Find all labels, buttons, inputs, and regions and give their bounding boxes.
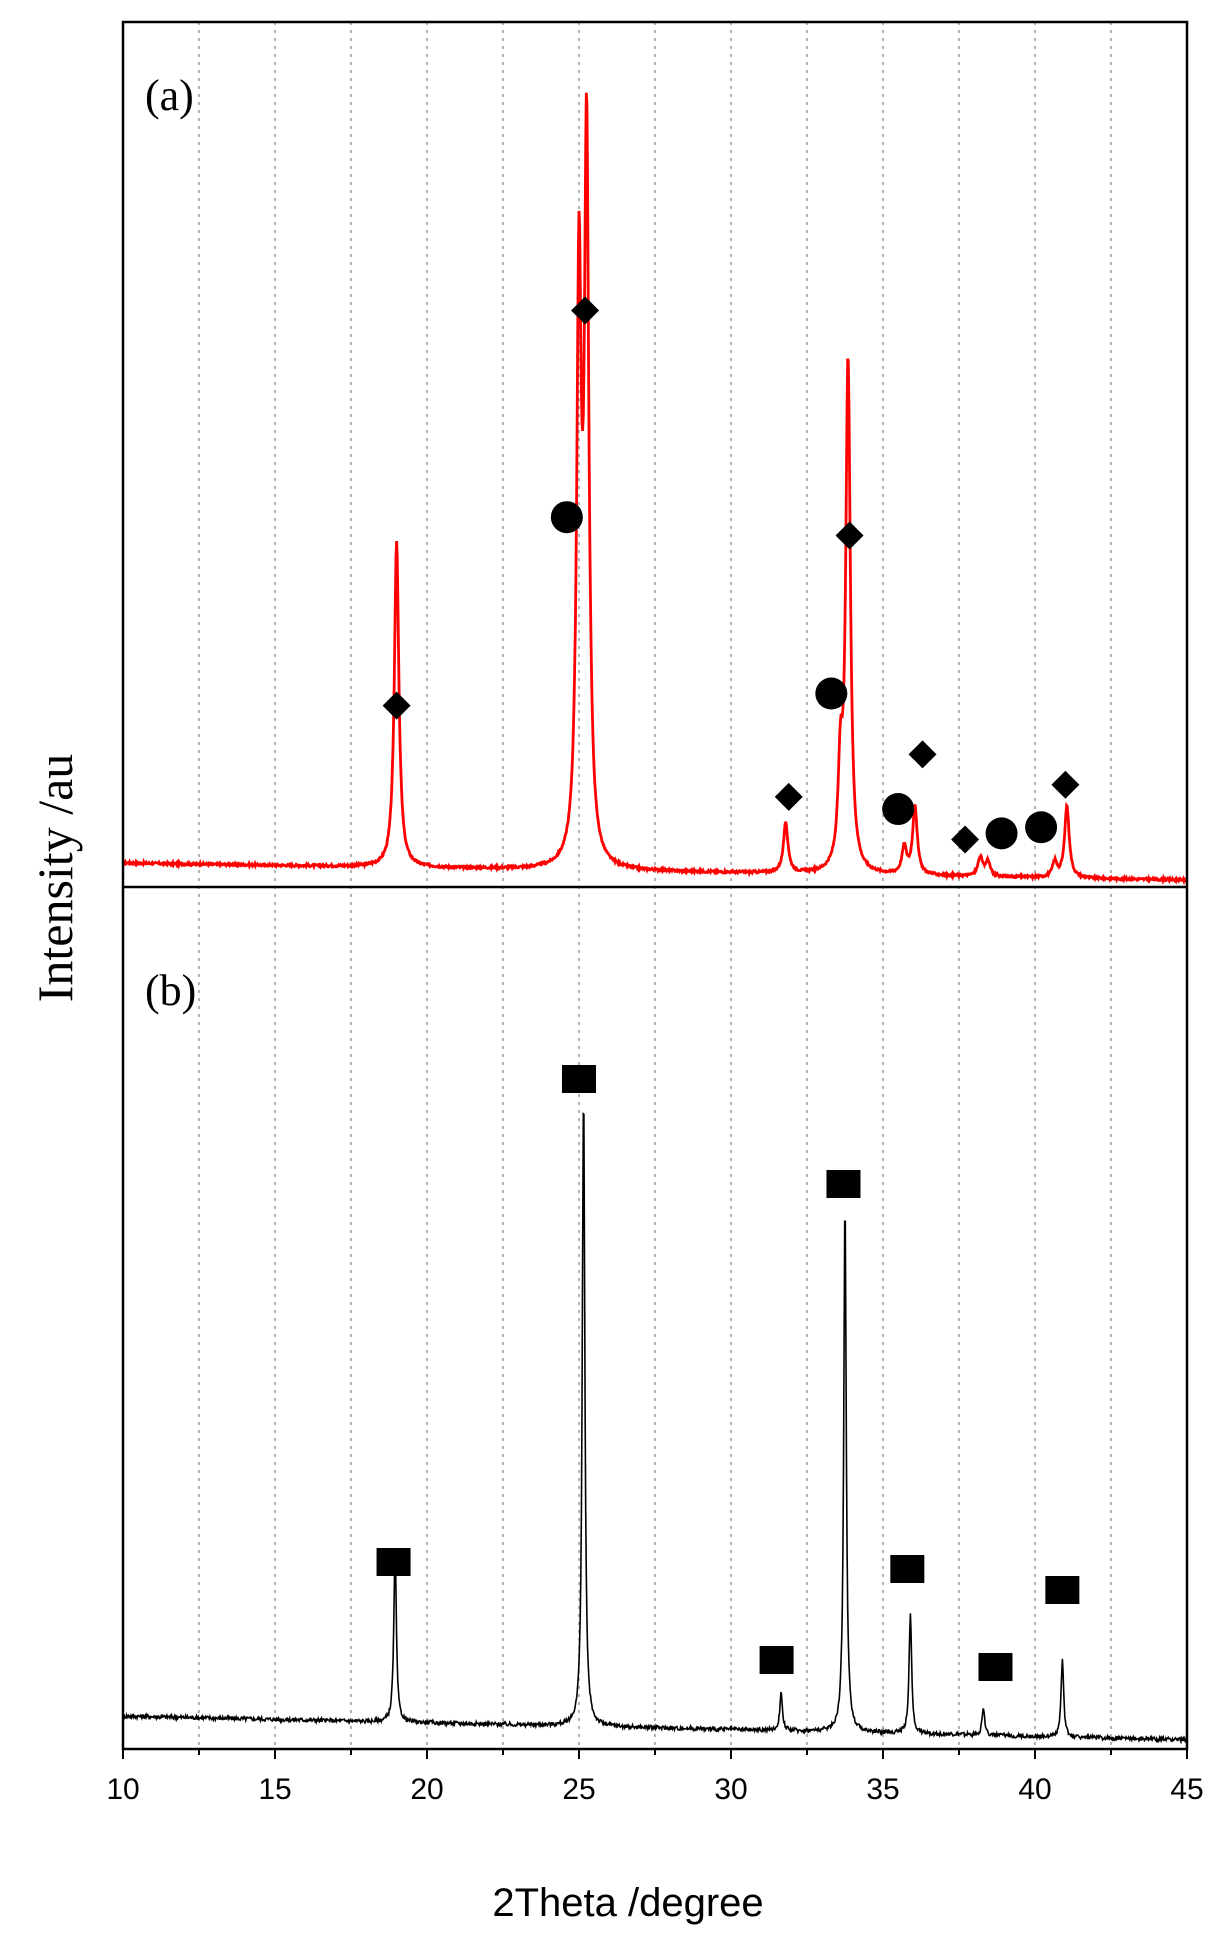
plot-frame bbox=[121, 20, 1189, 1751]
y-axis-title: Intensity /au bbox=[27, 754, 83, 1003]
phase-markers bbox=[376, 296, 1080, 1681]
vertical-grid bbox=[198, 22, 1112, 1749]
x-tick-label: 10 bbox=[106, 1773, 139, 1806]
x-tick-label: 45 bbox=[1170, 1773, 1203, 1806]
x-tick-label: 20 bbox=[410, 1773, 443, 1806]
square-marker bbox=[759, 1646, 794, 1674]
circle-marker bbox=[985, 817, 1018, 850]
circle-marker bbox=[550, 501, 583, 534]
x-axis-ticks: 10 15 20 25 30 35 40 45 bbox=[106, 1749, 1204, 1806]
panel-a-label: (a) bbox=[145, 71, 194, 120]
x-tick-label: 25 bbox=[562, 1773, 595, 1806]
spectrum-line-b bbox=[122, 1111, 1188, 1745]
square-marker bbox=[826, 1170, 861, 1198]
panel-b-label: (b) bbox=[145, 966, 196, 1015]
diamond-marker bbox=[951, 825, 980, 854]
plot-border bbox=[121, 20, 1189, 1751]
x-axis-title: 2Theta /degree bbox=[492, 1881, 763, 1925]
x-tick-label: 30 bbox=[714, 1773, 747, 1806]
circle-marker bbox=[1025, 811, 1058, 844]
diamond-marker bbox=[835, 521, 864, 550]
diamond-marker bbox=[1051, 770, 1080, 799]
circle-marker bbox=[815, 677, 848, 710]
diamond-marker bbox=[774, 782, 803, 811]
square-marker bbox=[1045, 1576, 1080, 1604]
square-marker bbox=[562, 1065, 596, 1093]
circle-marker bbox=[882, 793, 915, 826]
x-tick-label: 40 bbox=[1018, 1773, 1051, 1806]
diamond-marker bbox=[908, 740, 937, 769]
square-marker bbox=[376, 1548, 411, 1576]
diffraction-traces bbox=[122, 92, 1188, 1745]
x-tick-label: 35 bbox=[866, 1773, 899, 1806]
square-marker bbox=[978, 1653, 1013, 1681]
spectrum-line-a bbox=[122, 92, 1188, 886]
diamond-marker bbox=[382, 691, 411, 720]
diamond-marker bbox=[571, 296, 600, 325]
x-tick-label: 15 bbox=[258, 1773, 291, 1806]
square-marker bbox=[890, 1555, 925, 1583]
